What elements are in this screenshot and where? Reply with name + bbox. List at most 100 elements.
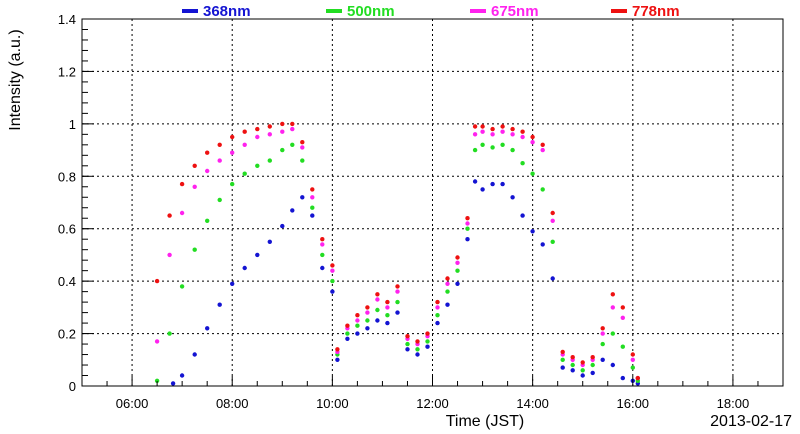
x-tick-label: 16:00: [617, 396, 650, 411]
data-point: [365, 326, 370, 331]
data-point: [242, 171, 247, 176]
data-point: [530, 229, 535, 234]
data-point: [385, 320, 390, 326]
data-point: [435, 313, 440, 318]
data-point: [320, 237, 325, 242]
data-point: [590, 362, 595, 368]
data-point: [490, 132, 495, 137]
data-point: [530, 134, 535, 140]
data-point: [217, 197, 222, 203]
data-point: [490, 145, 495, 150]
data-point: [472, 179, 478, 184]
data-point: [205, 168, 210, 174]
data-point: [192, 184, 197, 189]
data-point: [192, 352, 197, 357]
legend-label: 778nm: [632, 3, 680, 20]
data-point: [445, 281, 450, 286]
data-point: [472, 147, 478, 153]
data-point: [154, 378, 160, 383]
data-point: [425, 331, 430, 336]
data-point: [600, 357, 605, 362]
data-point: [395, 289, 400, 294]
data-point: [435, 299, 440, 305]
data-point: [280, 147, 285, 153]
data-point: [570, 362, 575, 368]
data-point: [540, 147, 545, 153]
data-point: [280, 223, 285, 229]
data-point: [580, 360, 585, 365]
data-point: [355, 318, 360, 323]
data-point: [510, 126, 515, 132]
y-tick-label: 1.4: [58, 12, 76, 27]
data-point: [520, 213, 525, 218]
data-points: [154, 121, 640, 386]
data-point: [435, 305, 440, 310]
data-point: [610, 362, 615, 368]
data-point: [290, 208, 295, 213]
data-point: [255, 252, 260, 258]
data-point: [620, 305, 625, 310]
data-point: [415, 352, 420, 357]
data-point: [570, 368, 575, 373]
legend-label: 368nm: [203, 3, 251, 20]
data-point: [280, 121, 285, 127]
x-tick-label: 06:00: [116, 396, 149, 411]
data-point: [500, 129, 505, 134]
data-point: [560, 365, 565, 370]
data-point: [630, 352, 635, 357]
data-point: [255, 163, 260, 168]
data-point: [530, 140, 535, 145]
data-point: [630, 357, 635, 362]
x-tick-label: 10:00: [316, 396, 349, 411]
data-point: [300, 195, 305, 200]
data-point: [620, 375, 625, 381]
data-point: [355, 323, 360, 328]
data-point: [365, 310, 370, 315]
data-point: [355, 313, 360, 318]
data-point: [472, 124, 478, 129]
series-500nm: [154, 142, 640, 383]
data-point: [570, 355, 575, 360]
data-point: [310, 205, 315, 210]
x-tick-label: 08:00: [216, 396, 249, 411]
data-point: [300, 158, 305, 163]
x-tick-label: 18:00: [717, 396, 750, 411]
date-label: 2013-02-17: [710, 413, 792, 430]
data-point: [480, 129, 485, 134]
data-point: [550, 210, 555, 216]
series-675nm: [154, 126, 640, 381]
data-point: [550, 218, 555, 223]
data-point: [154, 278, 160, 284]
data-point: [610, 331, 615, 336]
y-tick-label: 0.4: [58, 274, 76, 289]
data-point: [455, 268, 460, 273]
data-point: [455, 260, 460, 265]
data-point: [405, 341, 410, 347]
data-point: [500, 124, 505, 129]
data-point: [510, 132, 515, 137]
data-point: [472, 132, 478, 137]
data-point: [510, 195, 515, 200]
y-tick-label: 1.2: [58, 64, 76, 79]
data-point: [170, 381, 176, 386]
data-point: [330, 278, 335, 284]
data-point: [192, 247, 197, 252]
data-point: [345, 336, 350, 341]
x-axis-title: Time (JST): [446, 413, 525, 430]
y-tick-label: 0.8: [58, 169, 76, 184]
data-point: [320, 242, 325, 247]
data-point: [610, 292, 615, 297]
data-point: [330, 263, 335, 268]
data-point: [154, 339, 160, 344]
data-point: [300, 145, 305, 150]
data-point: [550, 276, 555, 281]
data-point: [560, 349, 565, 355]
data-point: [530, 171, 535, 176]
data-point: [520, 161, 525, 166]
data-point: [480, 142, 485, 147]
data-point: [167, 252, 172, 258]
data-point: [480, 187, 485, 192]
axis-ticks: 06:00 08:00 10:00 12:00 14:00 16:00 18:00 0 0.2 0…: [58, 12, 784, 411]
data-point: [520, 134, 525, 140]
